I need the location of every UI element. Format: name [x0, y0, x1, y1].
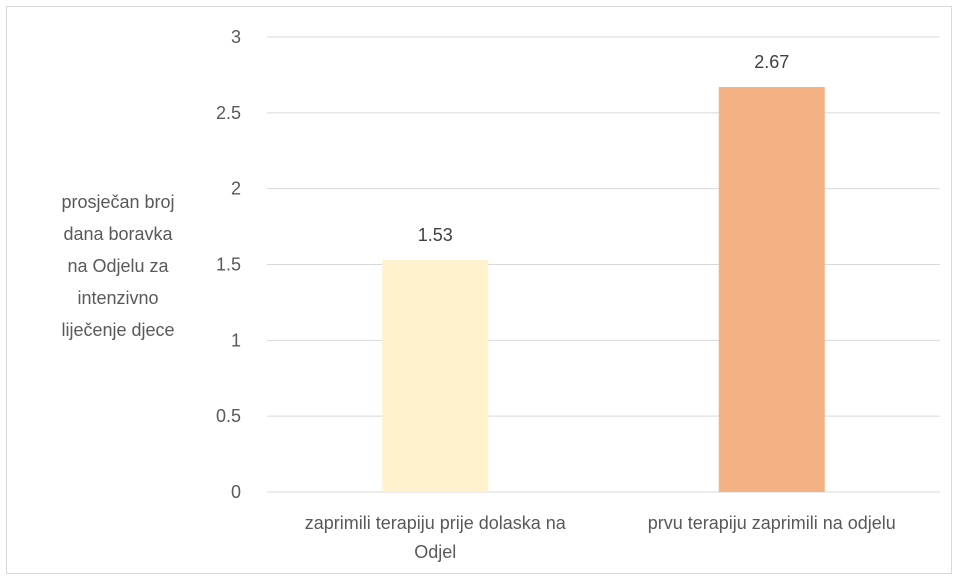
x-category-label: prvu terapiju zaprimili na odjelu — [648, 513, 896, 533]
y-tick-label: 2 — [231, 179, 241, 199]
y-tick-label: 0.5 — [216, 406, 241, 426]
bars — [382, 87, 825, 493]
y-tick-label: 1.5 — [216, 255, 241, 275]
y-tick-label: 1 — [231, 330, 241, 350]
x-category-label: Odjel — [414, 542, 456, 562]
data-label: 2.67 — [754, 52, 789, 72]
y-axis-label-line: prosječan broj — [61, 192, 174, 212]
y-tick-label: 3 — [231, 27, 241, 47]
y-axis-label-line: liječenje djece — [61, 320, 174, 340]
y-axis-label-line: intenzivno — [77, 288, 158, 308]
x-axis-categories: zaprimili terapiju prije dolaska na Odjel… — [305, 513, 896, 562]
y-tick-label: 0 — [231, 482, 241, 502]
bar — [718, 87, 825, 493]
y-tick-label: 2.5 — [216, 103, 241, 123]
y-axis-label-line: na Odjelu za — [67, 256, 169, 276]
y-axis-label: prosječan broj dana boravka na Odjelu za in… — [61, 192, 174, 340]
y-axis-ticks: 0 0.5 1 1.5 2 2.5 3 — [216, 27, 241, 502]
data-labels: 1.53 2.67 — [418, 52, 790, 245]
x-category-label: zaprimili terapiju prije dolaska na — [305, 513, 567, 533]
bar — [382, 259, 489, 492]
gridlines — [267, 36, 940, 493]
data-label: 1.53 — [418, 225, 453, 245]
y-axis-label-line: dana boravka — [63, 224, 173, 244]
